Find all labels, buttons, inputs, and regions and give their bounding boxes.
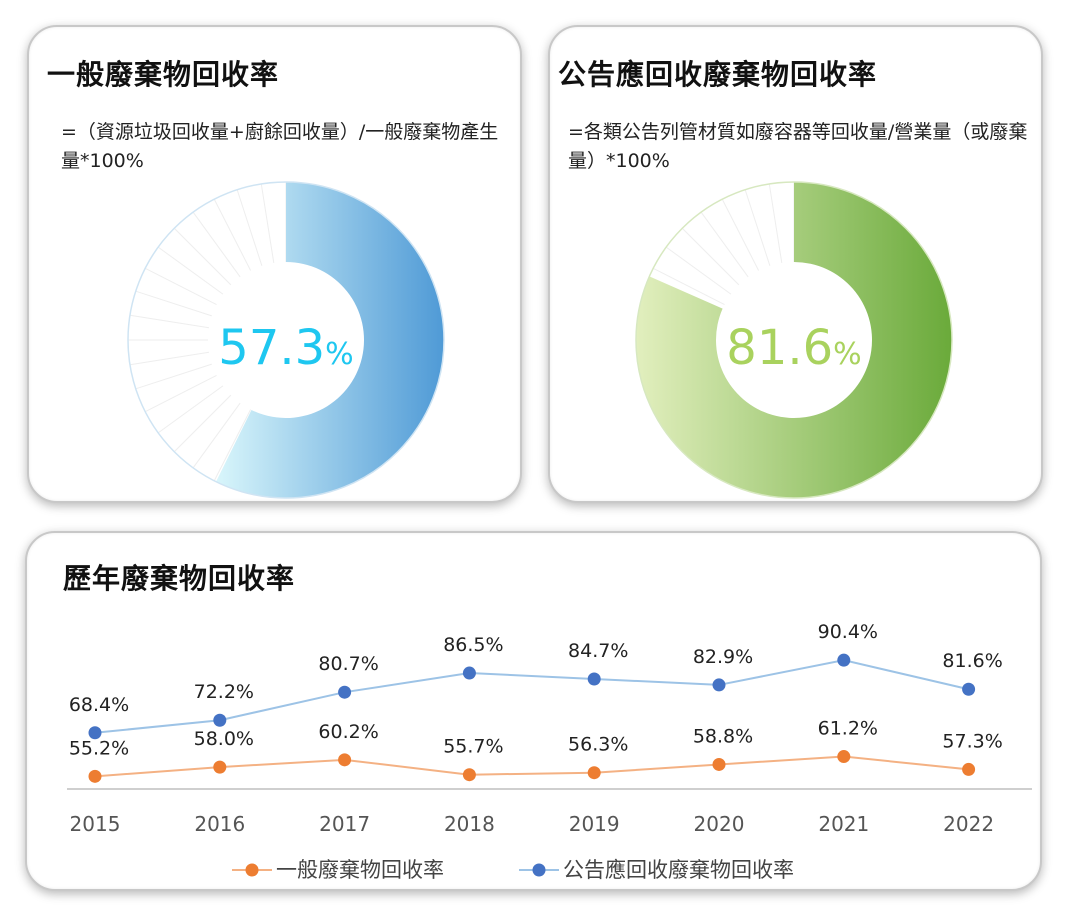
general-waste-spoke: [135, 290, 212, 317]
data-point: [712, 757, 726, 771]
general-waste-formula: =（資源垃圾回收量+廚餘回收量）/一般廢棄物產生量*100%: [61, 121, 499, 172]
general-waste-spoke: [173, 227, 232, 286]
mandatory-recycling-outline: [635, 181, 953, 499]
mandatory-recycling-spoke: [768, 183, 783, 264]
general-waste-spoke: [192, 211, 241, 278]
data-point: [338, 685, 352, 699]
data-label: 61.2%: [818, 718, 878, 740]
data-label: 80.7%: [318, 653, 378, 675]
general-waste-spoke: [173, 394, 232, 453]
x-tick-label: 2016: [194, 812, 245, 836]
data-point: [587, 766, 601, 780]
general-waste-filled-arc: [216, 182, 444, 498]
mandatory-recycling-spoke: [652, 267, 725, 306]
data-point: [837, 653, 851, 667]
general-waste-spoke: [213, 198, 252, 271]
mandatory-recycling-value: 81.6%: [726, 320, 861, 376]
data-label: 72.2%: [194, 681, 254, 703]
data-point: [213, 713, 227, 727]
data-point: [587, 672, 601, 686]
data-point: [712, 678, 726, 692]
data-label: 90.4%: [818, 621, 878, 643]
series-line-0: [94, 755, 969, 778]
general-waste-spoke: [129, 314, 210, 329]
general-waste-spoke: [213, 409, 252, 482]
data-label: 56.3%: [568, 734, 628, 756]
general-waste-title: 一般廢棄物回收率: [47, 58, 280, 91]
mandatory-recycling-donut: 81.6%: [635, 181, 953, 499]
general-waste-spoke: [135, 363, 212, 390]
x-tick-label: 2015: [70, 812, 121, 836]
data-label: 84.7%: [568, 640, 628, 662]
x-tick-label: 2019: [569, 812, 620, 836]
data-label: 68.4%: [69, 694, 129, 716]
legend-marker: [245, 863, 259, 877]
mandatory-recycling-spoke: [744, 189, 771, 266]
general-waste-spoke: [129, 351, 210, 366]
legend-label: 公告應回收廢棄物回收率: [563, 858, 794, 882]
general-waste-card: 一般廢棄物回收率 =（資源垃圾回收量+廚餘回收量）/一般廢棄物產生量*100% …: [27, 25, 522, 503]
data-label: 86.5%: [443, 634, 503, 656]
data-point: [462, 666, 476, 680]
general-waste-outline: [127, 181, 445, 499]
mandatory-recycling-formula: =各類公告列管材質如廢容器等回收量/營業量（或廢棄量）*100%: [568, 121, 1028, 172]
data-point: [462, 768, 476, 782]
data-point: [962, 682, 976, 696]
mandatory-recycling-filled-arc: [636, 182, 952, 499]
legend-marker: [532, 863, 546, 877]
legend-label: 一般廢棄物回收率: [276, 858, 444, 882]
x-tick-label: 2017: [319, 812, 370, 836]
data-label: 55.2%: [69, 737, 129, 759]
mandatory-recycling-spoke: [700, 211, 749, 278]
general-waste-spoke: [192, 402, 241, 469]
data-label: 82.9%: [693, 646, 753, 668]
series-line-1: [94, 659, 969, 734]
data-label: 55.7%: [443, 736, 503, 758]
mandatory-recycling-title: 公告應回收廢棄物回收率: [558, 58, 878, 91]
general-waste-spoke: [260, 183, 275, 264]
data-label: 58.0%: [194, 728, 254, 750]
x-tick-label: 2020: [694, 812, 745, 836]
general-waste-spoke: [144, 267, 217, 306]
general-waste-donut: 57.3%: [127, 181, 445, 499]
mandatory-recycling-spoke: [665, 246, 732, 295]
x-tick-label: 2022: [943, 812, 994, 836]
general-waste-spoke: [144, 374, 217, 413]
data-label: 57.3%: [942, 730, 1002, 752]
data-point: [88, 769, 102, 783]
general-waste-spoke: [236, 189, 263, 266]
data-point: [837, 750, 851, 764]
general-waste-spoke: [157, 385, 224, 434]
data-point: [962, 762, 976, 776]
data-label: 81.6%: [942, 650, 1002, 672]
data-point: [338, 753, 352, 767]
data-point: [88, 726, 102, 740]
trend-title: 歷年廢棄物回收率: [63, 562, 296, 595]
trend-line-chart: 55.2% 58.0% 60.2% 55.7% 56.3% 58.8% 61.2% 57.3%…: [67, 621, 1032, 882]
mandatory-recycling-card: 公告應回收廢棄物回收率 =各類公告列管材質如廢容器等回收量/營業量（或廢棄量）*…: [548, 25, 1043, 503]
general-waste-spoke: [157, 246, 224, 295]
data-label: 60.2%: [318, 721, 378, 743]
data-point: [213, 760, 227, 774]
x-tick-label: 2018: [444, 812, 495, 836]
x-tick-label: 2021: [818, 812, 869, 836]
data-label: 58.8%: [693, 725, 753, 747]
general-waste-value: 57.3%: [218, 320, 353, 376]
mandatory-recycling-spoke: [721, 198, 760, 271]
mandatory-recycling-spoke: [681, 227, 740, 286]
trend-card: 歷年廢棄物回收率 55.2% 58.0% 60.2% 55.7% 56.3% 58.8% 6…: [25, 531, 1042, 891]
